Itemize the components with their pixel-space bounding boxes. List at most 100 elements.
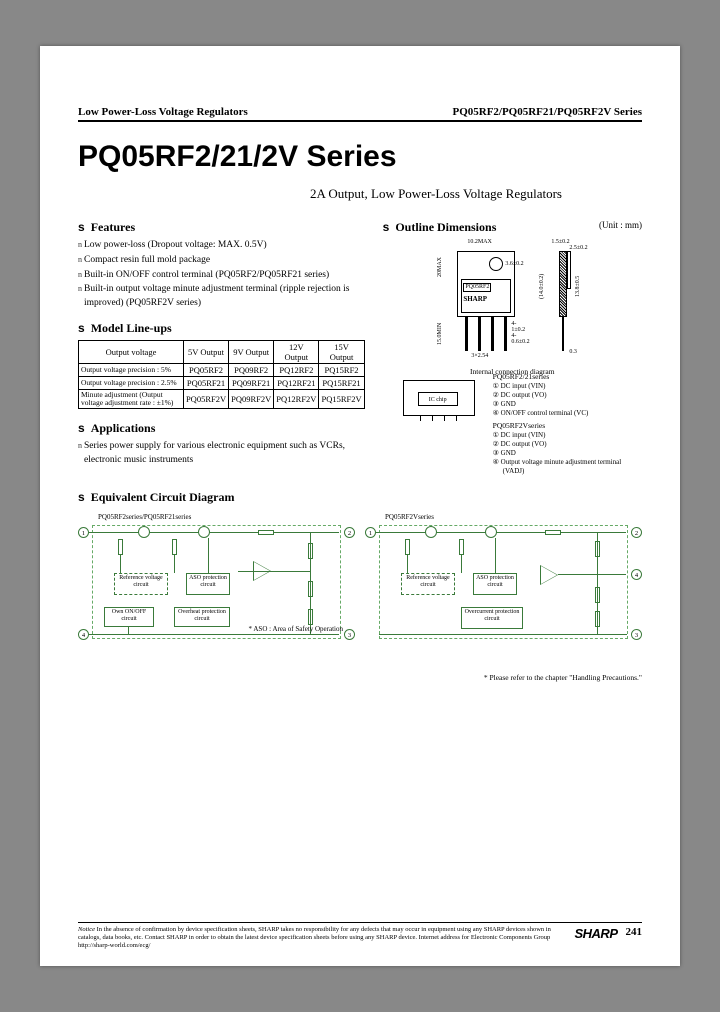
pin-4-icon: 4 — [631, 569, 642, 580]
side-lead — [562, 317, 564, 351]
models-table: Output voltage 5V Output 9V Output 12V O… — [78, 340, 365, 410]
header-parts: PQ05RF2/PQ05RF21/PQ05RF2V Series — [452, 106, 642, 118]
table-row: Output voltage precision : 5% PQ05RF2 PQ… — [79, 363, 365, 376]
block-reference: Reference voltage circuit — [401, 573, 455, 595]
pin-icon — [432, 415, 433, 421]
pin-item: ③ GND — [493, 400, 642, 409]
dim-label: 4-0.6±0.2 — [511, 333, 529, 345]
package-label: PQ05RF2 — [463, 283, 491, 292]
chip-icon: IC chip — [418, 392, 458, 406]
notice-text: In the absence of confirmation by device… — [78, 926, 551, 949]
feature-item: Compact resin full mold package — [78, 254, 365, 268]
side-tab — [567, 251, 571, 289]
table-row: Output voltage 5V Output 9V Output 12V O… — [79, 340, 365, 363]
outline-heading: sOutline Dimensions(Unit : mm) — [383, 220, 642, 235]
pin-2-icon: 2 — [344, 527, 355, 538]
block-overcurrent: Overcurrent protection circuit — [461, 607, 523, 629]
dim-label: 13.8±0.5 — [575, 276, 581, 297]
package-side-view: 1.5±0.2 2.5±0.2 (14.0±0.2) 13.8±0.5 0.3 — [537, 239, 587, 359]
pin-icon — [456, 415, 457, 421]
wire — [558, 574, 626, 575]
unit-note: (Unit : mm) — [599, 220, 642, 230]
header-category: Low Power-Loss Voltage Regulators — [78, 106, 248, 118]
dim-label: (14.0±0.2) — [539, 274, 545, 299]
pin-icon — [420, 415, 421, 421]
row-head: Output voltage precision : 5% — [79, 363, 184, 376]
dim-label: 2.5±0.2 — [569, 245, 587, 251]
block-onoff: Own ON/OFF circuit — [104, 607, 154, 627]
left-column: sFeatures Low power-loss (Dropout voltag… — [78, 220, 365, 476]
circuit-right: PQ05RF2Vseries 1 2 4 3 Reference v — [365, 509, 642, 669]
cell: PQ05RF2V — [183, 389, 228, 409]
pin-group-head: PQ05RF2/21series — [493, 372, 642, 382]
upper-columns: sFeatures Low power-loss (Dropout voltag… — [78, 220, 642, 476]
features-list: Low power-loss (Dropout voltage: MAX. 0.… — [78, 239, 365, 311]
pin-1-icon: 1 — [365, 527, 376, 538]
wire — [208, 538, 209, 573]
circuit-left: PQ05RF2series/PQ05RF21series 1 2 3 4 — [78, 509, 355, 669]
pin-group-head: PQ05RF2Vseries — [493, 421, 642, 431]
dim-label: 20MAX — [437, 257, 443, 277]
cell: PQ12RF21 — [274, 376, 319, 389]
circuit-label: PQ05RF2series/PQ05RF21series — [98, 513, 191, 521]
main-title: PQ05RF2/21/2V Series — [78, 140, 642, 174]
block-aso: ASO protection circuit — [473, 573, 517, 595]
cell: PQ12RF2V — [274, 389, 319, 409]
pin-item: ④ ON/OFF control terminal (VC) — [493, 409, 642, 418]
package-leads — [465, 317, 507, 351]
wire — [238, 571, 310, 572]
handling-footnote: * Please refer to the chapter "Handling … — [78, 673, 642, 682]
pin-item: ① DC input (VIN) — [493, 382, 642, 391]
pin-3-icon: 3 — [631, 629, 642, 640]
features-heading: sFeatures — [78, 220, 365, 235]
block-aso: ASO protection circuit — [186, 573, 230, 595]
equivalent-circuit-section: sEquivalent Circuit Diagram PQ05RF2serie… — [78, 490, 642, 682]
subtitle: 2A Output, Low Power-Loss Voltage Regula… — [78, 186, 642, 202]
pin-4-icon: 4 — [78, 629, 89, 640]
equiv-diagrams: PQ05RF2series/PQ05RF21series 1 2 3 4 — [78, 509, 642, 669]
feature-item: Low power-loss (Dropout voltage: MAX. 0.… — [78, 239, 365, 253]
feature-item: Built-in output voltage minute adjustmen… — [78, 283, 365, 311]
outline-drawings: 10.2MAX 3.6±0.2 PQ05RF2 SHARP 20MAX 15.0… — [383, 239, 642, 359]
block-reference: Reference voltage circuit — [114, 573, 168, 595]
cell: PQ05RF2 — [183, 363, 228, 376]
block-overheat: Overheat protection circuit — [174, 607, 230, 627]
wire — [379, 634, 627, 635]
pin-item: ③ GND — [493, 449, 642, 458]
applications-heading: sApplications — [78, 421, 365, 436]
cell: PQ12RF2 — [274, 363, 319, 376]
resistor-icon — [258, 530, 274, 535]
pin-list: PQ05RF2/21series ① DC input (VIN) ② DC o… — [493, 372, 642, 476]
table-row: Minute adjustment (Output voltage adjust… — [79, 389, 365, 409]
feature-item: Built-in ON/OFF control terminal (PQ05RF… — [78, 269, 365, 283]
wire — [495, 538, 496, 573]
notice-label: Notice — [78, 926, 95, 933]
dim-label: 15.0MIN — [437, 323, 443, 345]
table-row: Output voltage precision : 2.5% PQ05RF21… — [79, 376, 365, 389]
resistor-icon — [405, 539, 410, 555]
opamp-icon — [540, 565, 558, 585]
pin-3-icon: 3 — [344, 629, 355, 640]
wire — [174, 555, 175, 573]
cell: PQ09RF2V — [229, 389, 274, 409]
row-head: Output voltage precision : 2.5% — [79, 376, 184, 389]
cell: PQ15RF2 — [319, 363, 364, 376]
sharp-logo: SHARP — [574, 926, 617, 950]
dim-label: 1.5±0.2 — [551, 239, 569, 245]
col-head: 12V Output — [274, 340, 319, 363]
resistor-icon — [459, 539, 464, 555]
wire — [376, 532, 626, 533]
cell: PQ15RF2V — [319, 389, 364, 409]
col-head: 5V Output — [183, 340, 228, 363]
pin-item: ④ Output voltage minute adjustment termi… — [493, 458, 642, 476]
resistor-icon — [172, 539, 177, 555]
dim-label: 3×2.54 — [471, 353, 488, 359]
aso-note: * ASO : Area of Safety Operation — [249, 625, 343, 633]
page-footer: Notice In the absence of confirmation by… — [78, 922, 642, 950]
models-heading: sModel Line-ups — [78, 321, 365, 336]
resistor-icon — [118, 539, 123, 555]
wire — [597, 532, 598, 634]
applications-text: Series power supply for various electron… — [78, 440, 365, 468]
side-body — [559, 251, 567, 317]
wire — [407, 555, 408, 573]
